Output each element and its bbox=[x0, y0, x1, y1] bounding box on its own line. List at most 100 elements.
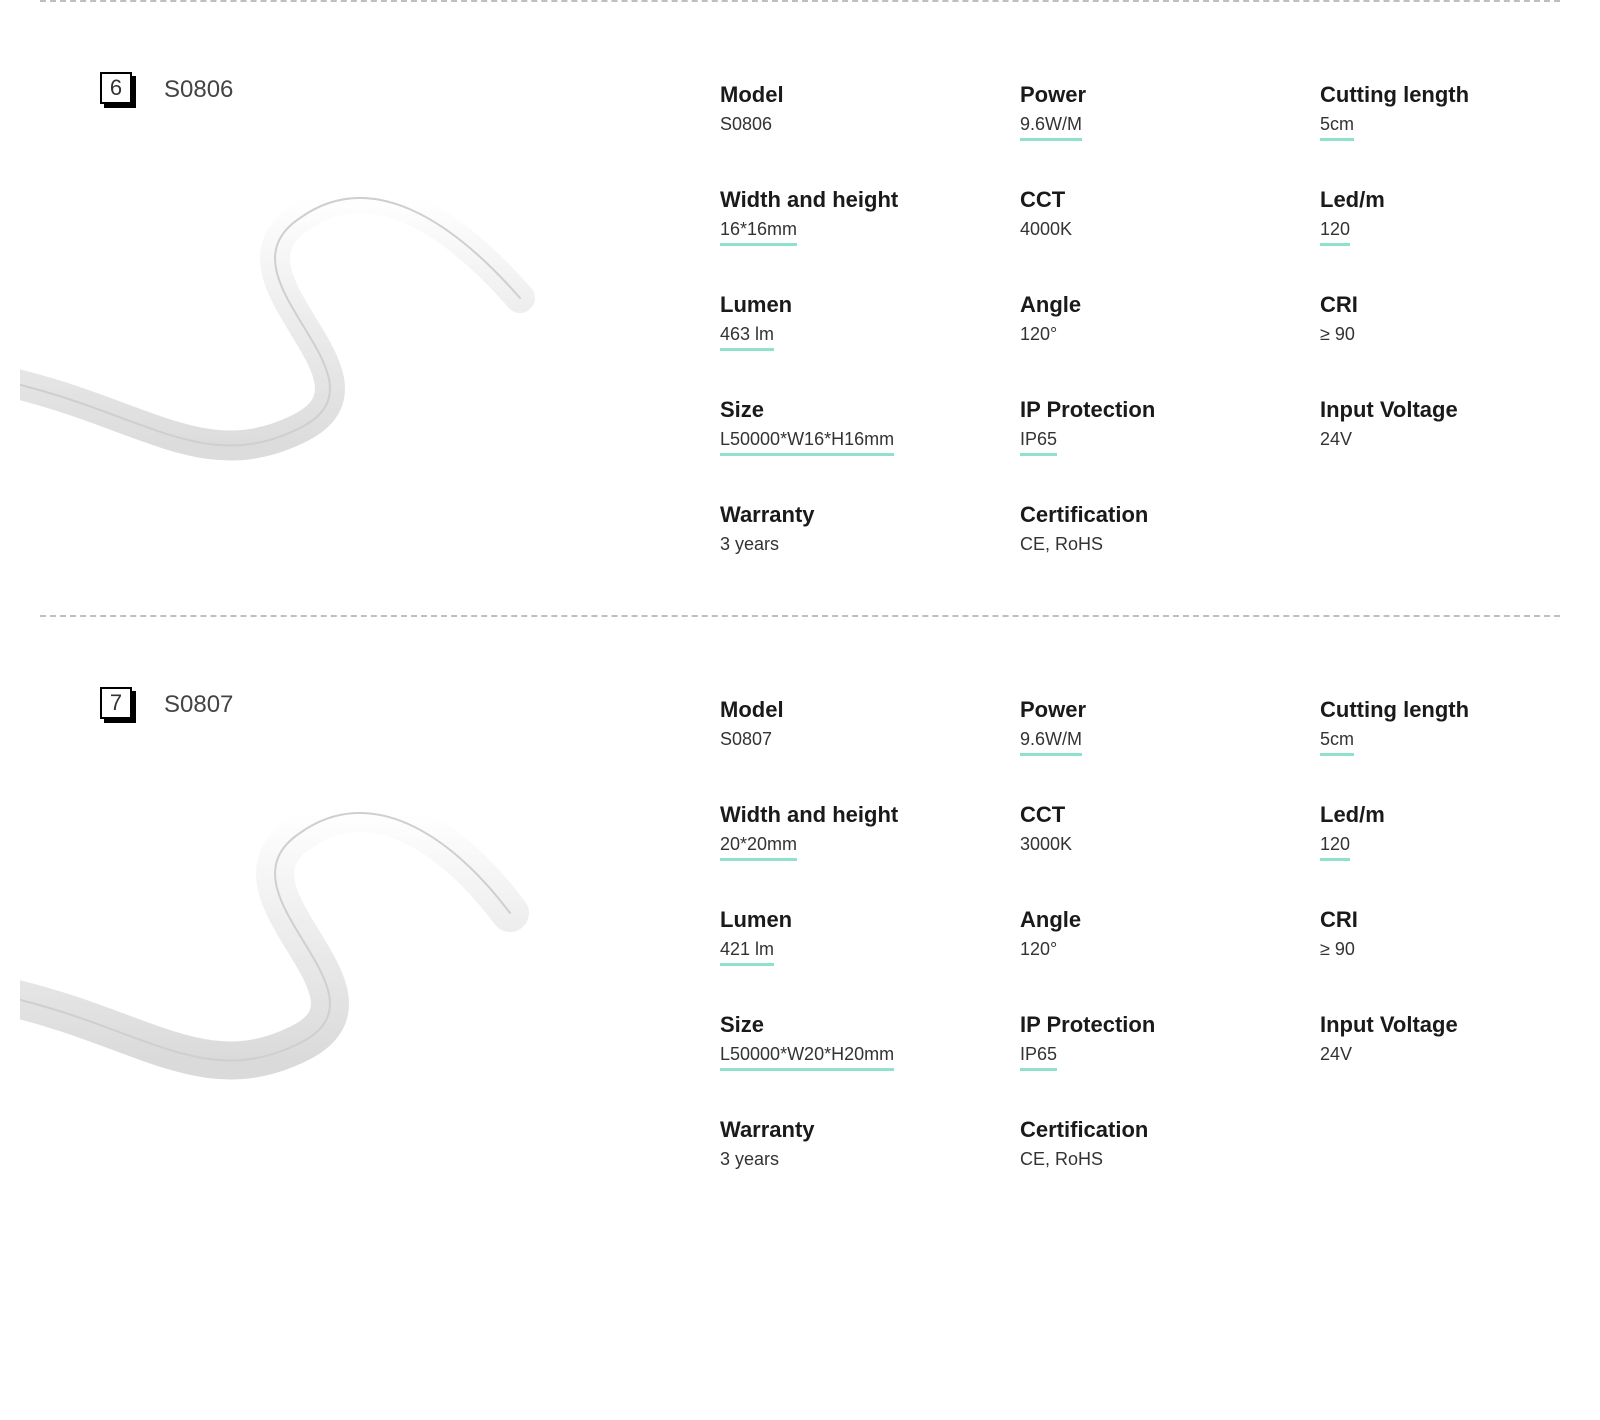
spec-label: Size bbox=[720, 397, 1000, 423]
spec-value: CE, RoHS bbox=[1020, 1149, 1103, 1170]
product-header: 6 S0806 bbox=[100, 72, 660, 108]
specs-grid: Model S0807 Power 9.6W/M Cutting length 5cm Wi… bbox=[720, 687, 1540, 1170]
product-section-7: 7 S0807 Model S0807 Power 9.6W/M Cutting len… bbox=[0, 617, 1600, 1230]
spec-size: Size L50000*W16*H16mm bbox=[720, 397, 1000, 456]
spec-power: Power 9.6W/M bbox=[1020, 697, 1300, 756]
spec-label: Angle bbox=[1020, 907, 1300, 933]
spec-value: IP65 bbox=[1020, 1044, 1057, 1071]
spec-label: IP Protection bbox=[1020, 1012, 1300, 1038]
spec-value: 5cm bbox=[1320, 729, 1354, 756]
spec-value: 16*16mm bbox=[720, 219, 797, 246]
spec-cri: CRI ≥ 90 bbox=[1320, 292, 1540, 351]
spec-value: 5cm bbox=[1320, 114, 1354, 141]
spec-label: CCT bbox=[1020, 802, 1300, 828]
product-index-number: 7 bbox=[100, 687, 132, 719]
spec-input_voltage: Input Voltage 24V bbox=[1320, 397, 1540, 456]
spec-label: Input Voltage bbox=[1320, 1012, 1540, 1038]
spec-certification: Certification CE, RoHS bbox=[1020, 502, 1300, 555]
product-left-column: 6 S0806 bbox=[100, 72, 660, 555]
spec-label: Warranty bbox=[720, 502, 1000, 528]
spec-label: CRI bbox=[1320, 292, 1540, 318]
spec-size: Size L50000*W20*H20mm bbox=[720, 1012, 1000, 1071]
spec-input_voltage: Input Voltage 24V bbox=[1320, 1012, 1540, 1071]
spec-value: 24V bbox=[1320, 1044, 1352, 1065]
spec-led_m: Led/m 120 bbox=[1320, 187, 1540, 246]
spec-label: Model bbox=[720, 697, 1000, 723]
spec-value: 120° bbox=[1020, 939, 1057, 960]
product-index-badge: 7 bbox=[100, 687, 136, 723]
spec-value: IP65 bbox=[1020, 429, 1057, 456]
spec-model: Model S0807 bbox=[720, 697, 1000, 756]
spec-label: Led/m bbox=[1320, 187, 1540, 213]
spec-label: Cutting length bbox=[1320, 82, 1540, 108]
spec-cri: CRI ≥ 90 bbox=[1320, 907, 1540, 966]
spec-label: CCT bbox=[1020, 187, 1300, 213]
spec-cutting_length: Cutting length 5cm bbox=[1320, 82, 1540, 141]
spec-label: Warranty bbox=[720, 1117, 1000, 1143]
spec-value: 463 lm bbox=[720, 324, 774, 351]
spec-label: CRI bbox=[1320, 907, 1540, 933]
product-index-badge: 6 bbox=[100, 72, 136, 108]
spec-width_height: Width and height 20*20mm bbox=[720, 802, 1000, 861]
spec-value: CE, RoHS bbox=[1020, 534, 1103, 555]
spec-label: IP Protection bbox=[1020, 397, 1300, 423]
spec-label: Lumen bbox=[720, 292, 1000, 318]
spec-cutting_length: Cutting length 5cm bbox=[1320, 697, 1540, 756]
product-title: S0806 bbox=[164, 76, 233, 104]
spec-value: 120 bbox=[1320, 834, 1350, 861]
spec-lumen: Lumen 421 lm bbox=[720, 907, 1000, 966]
spec-certification: Certification CE, RoHS bbox=[1020, 1117, 1300, 1170]
spec-value: 3 years bbox=[720, 534, 779, 555]
product-left-column: 7 S0807 bbox=[100, 687, 660, 1170]
spec-value: 9.6W/M bbox=[1020, 729, 1082, 756]
spec-label: Certification bbox=[1020, 1117, 1300, 1143]
product-title: S0807 bbox=[164, 691, 233, 719]
spec-label: Cutting length bbox=[1320, 697, 1540, 723]
spec-value: ≥ 90 bbox=[1320, 324, 1355, 345]
spec-label: Width and height bbox=[720, 187, 1000, 213]
spec-ip: IP Protection IP65 bbox=[1020, 1012, 1300, 1071]
spec-lumen: Lumen 463 lm bbox=[720, 292, 1000, 351]
product-header: 7 S0807 bbox=[100, 687, 660, 723]
product-index-number: 6 bbox=[100, 72, 132, 104]
spec-value: 20*20mm bbox=[720, 834, 797, 861]
spec-label: Model bbox=[720, 82, 1000, 108]
spec-led_m: Led/m 120 bbox=[1320, 802, 1540, 861]
spec-label: Size bbox=[720, 1012, 1000, 1038]
spec-value: 3000K bbox=[1020, 834, 1072, 855]
spec-value: 120° bbox=[1020, 324, 1057, 345]
spec-label: Angle bbox=[1020, 292, 1300, 318]
spec-value: 120 bbox=[1320, 219, 1350, 246]
product-image bbox=[20, 148, 580, 488]
spec-width_height: Width and height 16*16mm bbox=[720, 187, 1000, 246]
spec-value: S0807 bbox=[720, 729, 772, 750]
spec-label: Led/m bbox=[1320, 802, 1540, 828]
spec-value: 4000K bbox=[1020, 219, 1072, 240]
spec-value: L50000*W16*H16mm bbox=[720, 429, 894, 456]
spec-value: L50000*W20*H20mm bbox=[720, 1044, 894, 1071]
product-section-6: 6 S0806 Model S0806 Power 9.6W/M Cutting len… bbox=[0, 2, 1600, 615]
spec-value: 9.6W/M bbox=[1020, 114, 1082, 141]
product-image bbox=[20, 763, 580, 1103]
spec-label: Lumen bbox=[720, 907, 1000, 933]
spec-ip: IP Protection IP65 bbox=[1020, 397, 1300, 456]
spec-warranty: Warranty 3 years bbox=[720, 1117, 1000, 1170]
spec-label: Power bbox=[1020, 82, 1300, 108]
spec-label: Power bbox=[1020, 697, 1300, 723]
spec-label: Width and height bbox=[720, 802, 1000, 828]
spec-value: S0806 bbox=[720, 114, 772, 135]
spec-power: Power 9.6W/M bbox=[1020, 82, 1300, 141]
spec-cct: CCT 3000K bbox=[1020, 802, 1300, 861]
spec-label: Input Voltage bbox=[1320, 397, 1540, 423]
spec-value: ≥ 90 bbox=[1320, 939, 1355, 960]
spec-value: 24V bbox=[1320, 429, 1352, 450]
spec-cct: CCT 4000K bbox=[1020, 187, 1300, 246]
spec-label: Certification bbox=[1020, 502, 1300, 528]
spec-angle: Angle 120° bbox=[1020, 907, 1300, 966]
spec-model: Model S0806 bbox=[720, 82, 1000, 141]
spec-value: 3 years bbox=[720, 1149, 779, 1170]
spec-value: 421 lm bbox=[720, 939, 774, 966]
spec-warranty: Warranty 3 years bbox=[720, 502, 1000, 555]
specs-grid: Model S0806 Power 9.6W/M Cutting length 5cm Wi… bbox=[720, 72, 1540, 555]
spec-angle: Angle 120° bbox=[1020, 292, 1300, 351]
